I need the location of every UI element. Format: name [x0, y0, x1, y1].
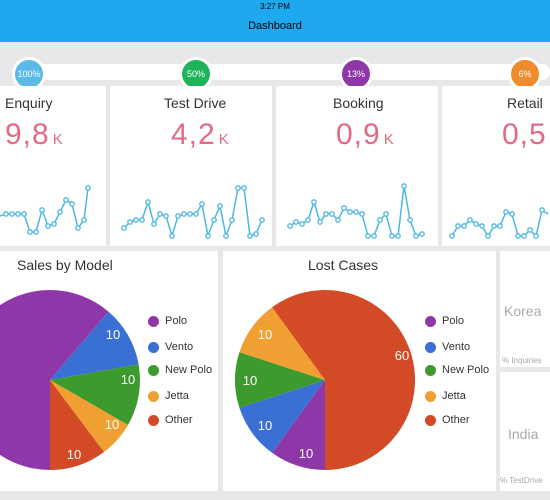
legend-label: Vento: [165, 341, 194, 353]
pie-label-new-polo: 10: [121, 372, 135, 387]
progress-label: 6%: [518, 69, 532, 79]
kpi-number: 4,2: [171, 118, 216, 151]
kpi-unit: K: [218, 131, 230, 148]
kpi-value-booking: 0,9 K: [336, 118, 395, 152]
pie-label-new-polo: 10: [243, 373, 257, 388]
progress-label: 50%: [186, 69, 205, 79]
legend-label: Jetta: [165, 390, 189, 402]
legend-dot: [148, 364, 159, 376]
legend-item-vento[interactable]: Vento: [148, 341, 193, 353]
legend-dot: [148, 341, 159, 353]
legend-item-other[interactable]: Other: [148, 414, 193, 426]
kpi-number: 0,9: [336, 118, 381, 151]
legend-dot: [148, 390, 159, 402]
kpi-card-enquiry[interactable]: [0, 86, 106, 246]
legend-dot: [425, 414, 436, 426]
legend-label: Other: [165, 414, 193, 426]
pie-label-jetta: 10: [258, 327, 272, 342]
pie-slice-polo[interactable]: [0, 290, 50, 470]
legend-label: Jetta: [442, 390, 466, 402]
page-title: Dashboard: [248, 20, 302, 32]
side-panel-korea-sub: % Inquiries: [502, 356, 542, 365]
kpi-value-enquiry: 9,8 K: [5, 118, 64, 152]
lost-cases-pie: 10 10 10 10 60: [234, 290, 416, 470]
funnel-progress-track: [20, 64, 550, 80]
legend-item-new-polo[interactable]: New Polo: [148, 364, 212, 376]
legend-label: Other: [442, 414, 470, 426]
pie-slice-other[interactable]: [50, 380, 104, 470]
progress-bubble-enquiry[interactable]: 100%: [12, 57, 46, 91]
sales-by-model-title: Sales by Model: [17, 257, 113, 273]
legend-dot: [425, 364, 436, 376]
legend-dot: [425, 341, 436, 353]
kpi-number: 9,8: [5, 118, 50, 151]
legend-item-polo[interactable]: Polo: [148, 315, 187, 327]
lost-cases-title: Lost Cases: [308, 257, 379, 273]
kpi-number: 0,5: [502, 118, 547, 151]
kpi-title-enquiry: Enquiry: [5, 95, 53, 111]
pie-label-vento: 10: [106, 327, 120, 342]
legend-dot: [148, 315, 159, 327]
pie-label-other: 60: [395, 348, 409, 363]
kpi-title-testdrive: Test Drive: [164, 95, 227, 111]
legend-dot: [148, 414, 159, 426]
legend-label: Vento: [442, 341, 471, 353]
pie-slice-vento[interactable]: [50, 311, 139, 380]
progress-label: 13%: [346, 69, 365, 79]
side-panel-india-name: India: [508, 426, 539, 442]
kpi-title-booking: Booking: [333, 95, 384, 111]
side-panel-india-sub: % TestDrive: [500, 476, 543, 485]
legend-label: Polo: [165, 315, 188, 327]
legend-item-other[interactable]: Other: [425, 414, 470, 426]
kpi-title-retail: Retail: [507, 95, 543, 111]
kpi-unit: K: [52, 131, 64, 148]
sparkline-booking: [287, 183, 425, 239]
sparkline-enquiry: [0, 185, 91, 235]
pie-slice-other[interactable]: [272, 290, 416, 470]
pie-label-vento: 10: [258, 418, 272, 433]
legend-item-jetta[interactable]: Jetta: [425, 390, 466, 402]
pie-label-jetta: 10: [105, 417, 119, 432]
legend-label: New Polo: [442, 364, 490, 376]
kpi-value-retail: 0,5: [502, 118, 550, 152]
kpi-unit: K: [383, 131, 395, 148]
pie-slice-polo[interactable]: [272, 380, 325, 470]
pie-slice-new-polo[interactable]: [50, 364, 140, 425]
title-bar: 3:27 PM Dashboard: [0, 0, 550, 42]
sparkline-testdrive: [121, 185, 265, 239]
sales-by-model-pie: 10 10 10 10: [0, 290, 140, 470]
kpi-value-testdrive: 4,2 K: [171, 118, 230, 152]
legend-dot: [425, 390, 436, 402]
pie-label-other: 10: [67, 447, 81, 462]
pie-label-polo: 10: [299, 446, 313, 461]
legend-label: New Polo: [165, 364, 213, 376]
side-panel-india[interactable]: [500, 372, 550, 491]
pie-slice-jetta[interactable]: [239, 307, 325, 380]
kpi-card-retail[interactable]: [442, 86, 550, 246]
legend-item-new-polo[interactable]: New Polo: [425, 364, 489, 376]
side-panel-korea-name: Korea: [504, 303, 542, 319]
pie-slice-new-polo[interactable]: [234, 352, 325, 408]
legend-item-polo[interactable]: Polo: [425, 315, 464, 327]
pie-slice-jetta[interactable]: [50, 380, 128, 452]
progress-label: 100%: [17, 69, 41, 79]
legend-item-vento[interactable]: Vento: [425, 341, 470, 353]
status-time: 3:27 PM: [260, 2, 290, 11]
legend-label: Polo: [442, 315, 465, 327]
side-panel-korea[interactable]: [500, 251, 550, 367]
legend-dot: [425, 315, 436, 327]
sparkline-retail: [449, 207, 549, 239]
progress-bubble-retail[interactable]: 6%: [508, 57, 542, 91]
legend-item-jetta[interactable]: Jetta: [148, 390, 189, 402]
pie-slice-vento[interactable]: [239, 380, 325, 453]
